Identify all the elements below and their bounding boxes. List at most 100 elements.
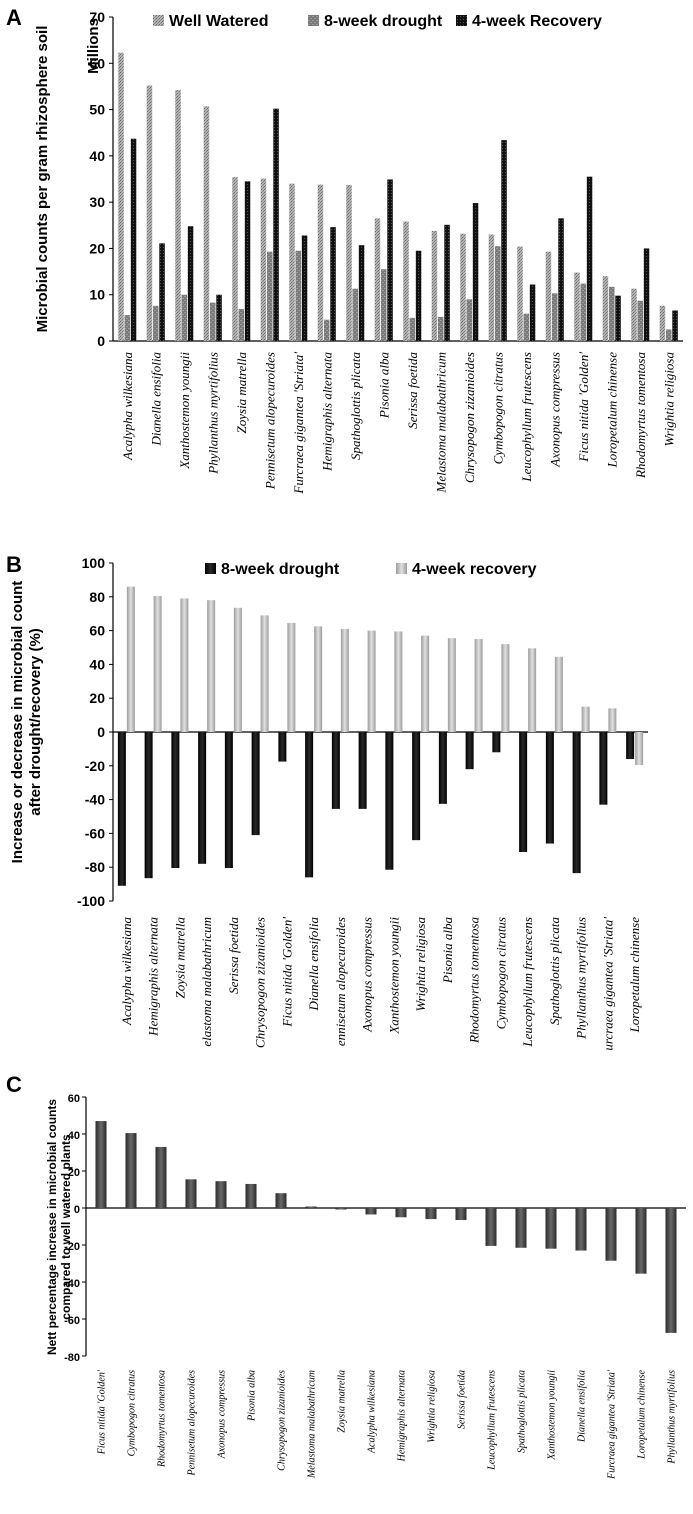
y-tick-label: -80	[85, 859, 105, 875]
bar-8-week-drought-chrysopogon-zizanioides	[251, 732, 260, 836]
bar-value-furcraea-gigantea-striata	[605, 1208, 617, 1261]
bar-4-week-recovery-pennisetum-alopecuroides	[340, 628, 349, 732]
bar-4-week-recovery-loropetalum-chinense	[615, 295, 621, 341]
y-axis-label: Nett percentage increase in microbial co…	[45, 1099, 73, 1355]
bar-well-watered-zoysia-matrella	[232, 177, 238, 341]
category-label: Leucophyllum frutescens	[487, 1370, 498, 1471]
bar-8-week-drought-wrightia-religiosa	[666, 329, 672, 341]
bar-4-week-recovery-pennisetum-alopecuroides	[273, 108, 279, 341]
y-tick-label: 100	[82, 555, 106, 571]
bar-value-loropetalum-chinense	[635, 1208, 647, 1274]
category-label: Phyllanthus myrtifolius	[574, 917, 589, 1040]
bar-value-rhodomyrtus-tomentosa	[155, 1146, 167, 1208]
bar-8-week-drought-phyllanthus-myrtifolius	[210, 302, 216, 341]
bar-value-melastoma-malabathricum	[305, 1206, 317, 1208]
y-tick-label: 30	[89, 194, 105, 210]
bar-8-week-drought-phyllanthus-myrtifolius	[572, 732, 581, 874]
bar-well-watered-chrysopogon-zizanioides	[460, 233, 466, 341]
bar-8-week-drought-loropetalum-chinense	[609, 286, 615, 341]
y-tick-label: 20	[68, 1167, 80, 1179]
bar-8-week-drought-pisonia-alba	[381, 269, 387, 341]
category-label: Zoysia matrella	[234, 352, 249, 434]
bar-value-wrightia-religiosa	[425, 1208, 437, 1220]
category-label: Pisonia alba	[376, 352, 391, 420]
bar-8-week-drought-hemigraphis-alternata	[144, 732, 153, 879]
bar-4-week-recovery-axonopus-compressus	[367, 630, 376, 732]
legend-swatch-8-week-drought	[205, 563, 216, 574]
y-tick-label: -60	[85, 825, 105, 841]
y-axis-label-line: Nett percentage increase in microbial co…	[45, 1099, 59, 1355]
category-label: Rhodomyrtus tomentosa	[633, 352, 648, 480]
y-tick-label: -40	[85, 792, 105, 808]
category-label: Axonopus compressus	[547, 352, 562, 468]
category-label: Phyllanthus myrtifolius	[667, 1370, 678, 1465]
panel-a: A 0 10 20 30 40 50 60 70 Microbial counts per gra…	[6, 5, 683, 495]
bar-well-watered-wrightia-religiosa	[659, 305, 666, 341]
bar-value-pennisetum-alopecuroides	[185, 1179, 197, 1208]
y-axis-label: Microbial counts per gram rhizosphere so…	[34, 26, 51, 333]
bar-4-week-recovery-zoysia-matrella	[244, 181, 251, 341]
bar-4-week-recovery-leucophyllum-frutescens	[528, 648, 537, 732]
y-axis-label-line: Increase or decrease in microbial count	[9, 581, 26, 864]
category-label: Cymbopogon citratus	[127, 1370, 138, 1456]
bar-4-week-recovery-ficus-nitida-golden	[287, 622, 296, 732]
y-tick-label: 80	[89, 589, 105, 605]
y-tick-label: 40	[89, 656, 105, 672]
bar-well-watered-ficus-nitida-golden	[574, 272, 580, 341]
category-label: Spathoglottis plicata	[547, 917, 562, 1025]
y-tick-label: -40	[64, 1278, 80, 1290]
bar-8-week-drought-zoysia-matrella	[238, 309, 244, 341]
legend-swatch-well-watered	[153, 15, 164, 26]
bar-4-week-recovery-spathoglottis-plicata	[554, 656, 563, 732]
legend-entry-8-week-drought: 8-week drought	[221, 561, 340, 578]
category-label: Loropetalum chinense	[637, 1369, 648, 1459]
panel-c: C -80 -60 -40 -20 0 20 40 60 Nett percentage incr…	[6, 1072, 686, 1480]
y-axis-label-line: compared to well watered plants	[59, 1134, 73, 1320]
bar-well-watered-cymbopogon-citratus	[488, 234, 495, 341]
bar-8-week-drought-wrightia-religiosa	[412, 732, 421, 841]
bar-well-watered-acalypha-wilkesiana	[118, 52, 124, 341]
bar-4-week-recovery-cymbopogon-citratus	[501, 644, 510, 732]
category-label: Wrightia religiosa	[427, 1370, 438, 1443]
bar-4-week-recovery-wrightia-religiosa	[672, 310, 678, 341]
category-label: Spathoglottis plicata	[348, 352, 363, 460]
bar-4-week-recovery-chrysopogon-zizanioides	[472, 203, 479, 341]
bar-4-week-recovery-axonopus-compressus	[558, 218, 564, 341]
bar-4-week-recovery-chrysopogon-zizanioides	[260, 615, 269, 732]
bar-4-week-recovery-xanthostemon-youngii	[394, 631, 403, 732]
y-tick-label: -20	[85, 758, 105, 774]
bar-4-week-recovery-cymbopogon-citratus	[501, 140, 507, 341]
bar-4-week-recovery-hemigraphis-alternata	[330, 227, 336, 341]
bar-8-week-drought-hemigraphis-alternata	[324, 319, 330, 341]
bar-4-week-recovery-loropetalum-chinense	[635, 732, 644, 765]
bar-4-week-recovery-acalypha-wilkesiana	[126, 586, 135, 732]
category-label: Wrightia religiosa	[413, 917, 428, 1012]
y-tick-label: 10	[89, 287, 105, 303]
bar-value-acalypha-wilkesiana	[365, 1208, 377, 1215]
category-label: Cymbopogon citratus	[493, 917, 508, 1029]
bar-value-hemigraphis-alternata	[395, 1208, 407, 1218]
panel-letter: A	[6, 5, 22, 30]
bar-4-week-recovery-rhodomyrtus-tomentosa	[643, 248, 650, 341]
category-label: Pisonia alba	[440, 917, 455, 985]
legend-swatch-4-week-recovery	[396, 563, 407, 574]
category-label: Furcraea gigantea 'Striata'	[291, 352, 306, 495]
category-label: Furcraea gigantea 'Striata'	[607, 1369, 618, 1480]
bar-well-watered-spathoglottis-plicata	[346, 185, 352, 341]
bar-well-watered-pennisetum-alopecuroides	[260, 178, 267, 341]
bar-8-week-drought-loropetalum-chinense	[626, 732, 635, 760]
bar-value-ficus-nitida-golden	[95, 1121, 107, 1208]
bar-8-week-drought-ficus-nitida-golden	[278, 732, 287, 762]
legend-entry-8-week-drought: 8-week drought	[324, 13, 443, 30]
y-tick-label: 40	[89, 148, 105, 164]
legend-entry-4-week-recovery: 4-week Recovery	[472, 13, 602, 30]
y-tick-label: 0	[74, 1204, 80, 1216]
bar-value-pisonia-alba	[245, 1183, 257, 1208]
bar-value-zoysia-matrella	[335, 1208, 347, 1210]
category-label: Loropetalum chinense	[604, 352, 619, 469]
bar-8-week-drought-axonopus-compressus	[552, 293, 558, 341]
y-tick-label: -20	[64, 1241, 80, 1253]
category-label: Hemigraphis alternata	[146, 917, 161, 1037]
legend-swatch-4-week-recovery	[456, 15, 467, 26]
